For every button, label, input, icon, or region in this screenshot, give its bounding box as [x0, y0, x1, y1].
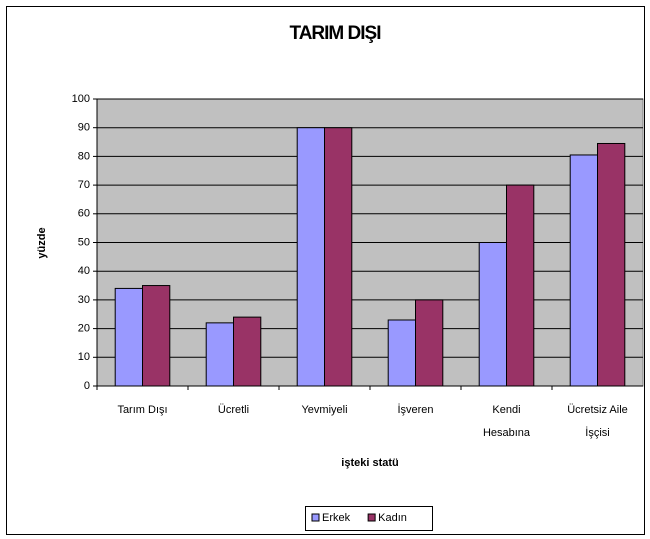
x-tick-label: Ücretsiz Aile İşçisi [567, 404, 628, 439]
y-tick-label: 20 [78, 323, 90, 335]
bar [142, 285, 171, 387]
bar [233, 316, 262, 387]
y-tick-label: 50 [78, 236, 90, 248]
legend-label: Erkek [322, 512, 351, 524]
y-tick-label: 30 [78, 294, 90, 306]
x-tick-label: Yevmiyeli [301, 404, 347, 416]
legend-swatch [367, 513, 376, 522]
bar [205, 322, 234, 387]
x-axis-title: işteki statü [341, 457, 398, 469]
bar [569, 154, 599, 387]
bar [296, 127, 326, 387]
bar [387, 319, 417, 387]
y-tick-label: 90 [78, 122, 90, 134]
bar [114, 287, 143, 387]
bar [324, 127, 353, 387]
y-tick-label: 40 [78, 265, 90, 277]
y-tick-label: 10 [78, 351, 90, 363]
bar [506, 184, 535, 387]
y-tick-label: 80 [78, 150, 90, 162]
x-tick-label: Ücretli [218, 404, 249, 416]
x-tick-label: İşveren [397, 403, 433, 416]
bar [478, 242, 508, 387]
y-tick-label: 60 [78, 208, 90, 220]
bar [415, 299, 444, 387]
y-tick-label: 100 [72, 93, 90, 105]
y-axis-title: yüzde [36, 227, 48, 258]
y-tick-label: 0 [84, 380, 90, 392]
x-tick-label: Kendi Hesabına [483, 404, 531, 439]
bar [597, 142, 626, 387]
chart-title: TARIM DIŞI [290, 23, 382, 44]
legend-label: Kadın [378, 512, 407, 524]
legend-swatch [311, 513, 320, 522]
x-tick-label: Tarım Dışı [117, 404, 167, 416]
y-tick-label: 70 [78, 179, 90, 191]
